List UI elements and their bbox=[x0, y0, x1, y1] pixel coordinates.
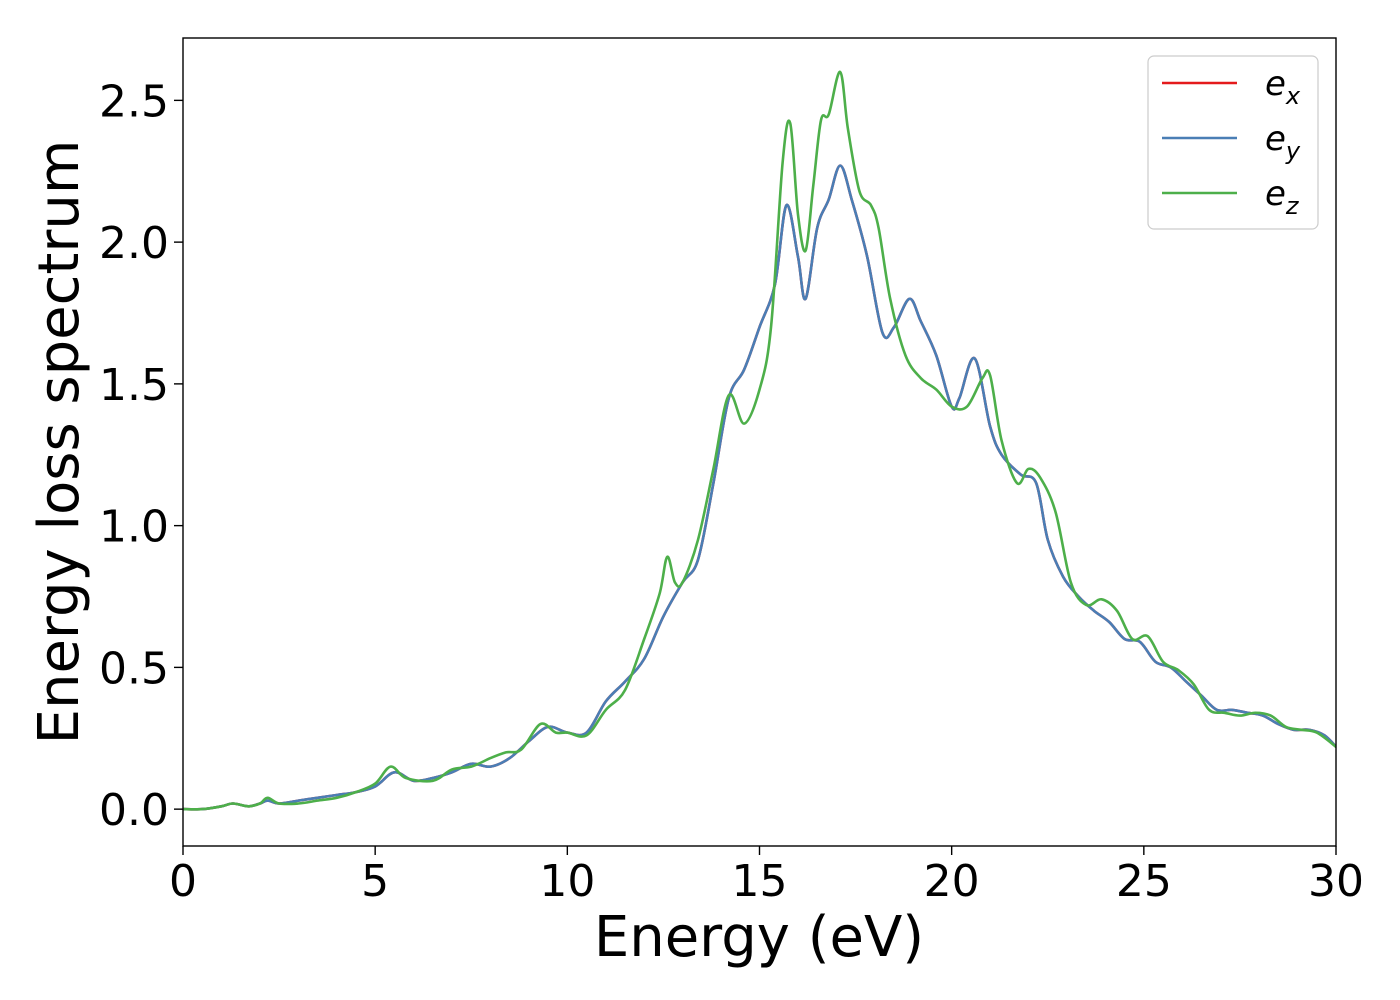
plot-area bbox=[183, 70, 1336, 811]
legend-label-base: e bbox=[1265, 64, 1286, 104]
legend-label-z: ez bbox=[1265, 174, 1300, 220]
x-tick-label: 5 bbox=[361, 856, 389, 907]
x-axis-title: Energy (eV) bbox=[594, 905, 924, 970]
y-tick-label: 0.5 bbox=[99, 643, 169, 694]
x-tick-label: 15 bbox=[732, 856, 788, 907]
legend-label-y: ey bbox=[1265, 119, 1301, 165]
legend-label-base: e bbox=[1265, 174, 1286, 214]
y-tick-label: 1.0 bbox=[99, 502, 169, 553]
legend-label-subscript: x bbox=[1285, 82, 1301, 110]
legend-label-subscript: y bbox=[1285, 137, 1301, 165]
y-axis: 0.0 0.5 1.0 1.5 2.0 2.5 bbox=[99, 76, 183, 836]
plot-frame bbox=[182, 37, 1337, 847]
y-axis-title: Energy loss spectrum bbox=[27, 140, 92, 745]
legend-box bbox=[1147, 55, 1319, 230]
x-tick-label: 30 bbox=[1308, 856, 1364, 907]
x-axis: 0 5 10 15 20 25 30 bbox=[169, 846, 1364, 907]
series-line-z bbox=[183, 70, 1336, 811]
x-tick-label: 0 bbox=[169, 856, 197, 907]
x-tick-label: 25 bbox=[1116, 856, 1172, 907]
y-tick-label: 0.0 bbox=[99, 785, 169, 836]
x-tick-label: 20 bbox=[924, 856, 980, 907]
y-tick-label: 2.0 bbox=[99, 218, 169, 269]
series-line-y bbox=[183, 164, 1336, 811]
legend-label-subscript: z bbox=[1285, 192, 1300, 220]
y-tick-label: 1.5 bbox=[99, 360, 169, 411]
legend-label-x: ex bbox=[1265, 64, 1301, 110]
y-tick-label: 2.5 bbox=[99, 76, 169, 127]
x-tick-label: 10 bbox=[539, 856, 595, 907]
legend-label-base: e bbox=[1265, 119, 1286, 159]
